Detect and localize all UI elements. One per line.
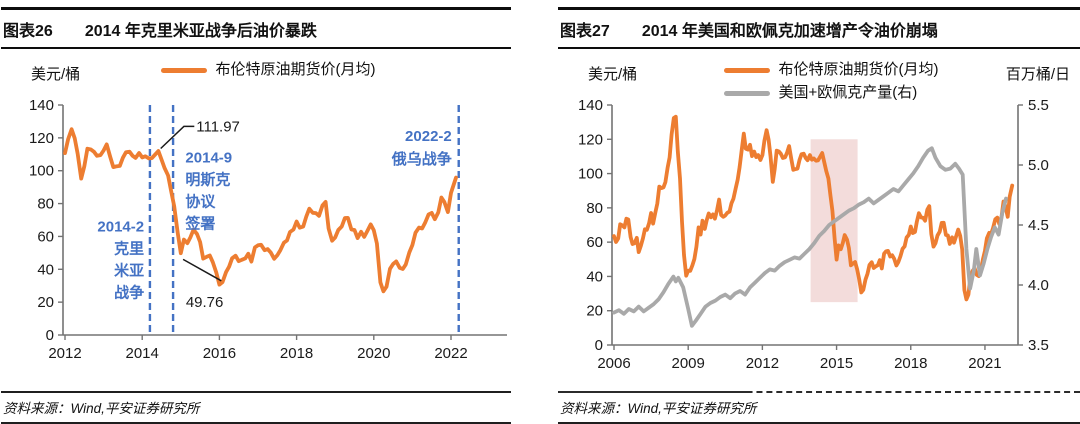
y-axis-tick-label: 0 — [595, 337, 603, 354]
series-line — [63, 127, 458, 294]
production-line-swatch — [723, 90, 770, 96]
figure-27-panel: 图表27 2014 年美国和欧佩克加速增产令油价崩塌 美元/桶 百万桶/日 布伦… — [558, 7, 1080, 424]
y-axis-tick-label: 20 — [37, 294, 54, 311]
figure-27-titlebar: 图表27 2014 年美国和欧佩克加速增产令油价崩塌 — [558, 7, 1080, 49]
y-axis-tick-label: 140 — [578, 97, 603, 114]
x-axis-tick-label: 2012 — [48, 345, 81, 362]
x-axis-tick-label: 2012 — [746, 355, 779, 371]
x-axis-tick-label: 2022 — [434, 345, 467, 362]
legend-label-production: 美国+欧佩克产量(右) — [778, 84, 918, 101]
figure-27-source-note: 资料来源：Wind,平安证券研究所 — [558, 391, 1080, 424]
legend-label-brent: 布伦特原油期货价(月均) — [778, 61, 939, 78]
figure-27-header: 美元/桶 百万桶/日 布伦特原油期货价(月均) 美国+欧佩克产量(右) — [558, 61, 1080, 113]
y-axis-unit-left: 美元/桶 — [31, 66, 81, 83]
chart-annotation: 战争 — [114, 284, 144, 302]
y-axis-tick-label: 120 — [29, 130, 54, 147]
chart-annotation: 克里 — [114, 240, 144, 258]
figure-27-legend: 布伦特原油期货价(月均) 美国+欧佩克产量(右) — [723, 61, 939, 102]
y-axis-right-tick-label: 5.0 — [1028, 157, 1049, 174]
chart-annotation: 明斯克 — [185, 171, 230, 189]
y-axis-tick-label: 20 — [586, 303, 603, 320]
figure-26-label: 图表26 — [3, 23, 53, 40]
figure-26-title: 2014 年克里米亚战争后油价暴跌 — [84, 23, 317, 40]
figure-26-legend: 布伦特原油期货价(月均) — [160, 61, 376, 79]
figure-27-label: 图表27 — [560, 23, 610, 40]
brent-line-swatch — [160, 67, 207, 73]
x-axis-tick-label: 2009 — [672, 355, 705, 371]
y-axis-tick-label: 80 — [586, 200, 603, 217]
y-axis-tick-label: 40 — [37, 261, 54, 278]
y-axis-right-tick-label: 5.5 — [1028, 97, 1049, 114]
figure-27-chart-area: 美元/桶 百万桶/日 布伦特原油期货价(月均) 美国+欧佩克产量(右) 0 20 4… — [558, 49, 1080, 390]
annotation-leader-line — [182, 258, 222, 282]
figure-27-title: 2014 年美国和欧佩克加速增产令油价崩塌 — [641, 23, 938, 40]
x-axis-tick-label: 2016 — [203, 345, 236, 362]
y-axis-tick-label: 0 — [46, 327, 54, 344]
y-axis-unit-left: 美元/桶 — [588, 66, 638, 83]
y-axis-tick-label: 60 — [586, 234, 603, 251]
figure-26-chart-area: 美元/桶 布伦特原油期货价(月均) 0 20 40 60 80 100 120 140 2012… — [1, 49, 511, 390]
chart-annotation: 111.97 — [196, 118, 240, 135]
y-axis-tick-label: 140 — [29, 97, 54, 114]
legend-item-brent: 布伦特原油期货价(月均) — [160, 61, 376, 79]
y-axis-tick-label: 40 — [586, 268, 603, 285]
chart-annotation: 49.76 — [186, 294, 224, 311]
y-axis-tick-label: 60 — [37, 228, 54, 245]
series-line — [612, 114, 1015, 302]
y-axis-right-tick-label: 3.5 — [1028, 337, 1049, 354]
y-axis-tick-label: 100 — [578, 166, 603, 183]
y-axis-unit-right: 百万桶/日 — [1005, 66, 1070, 83]
brent-line-swatch — [723, 67, 770, 73]
y-axis-tick-label: 100 — [29, 163, 54, 180]
chart-annotation: 签署 — [184, 215, 215, 233]
y-axis-right-tick-label: 4.0 — [1028, 277, 1049, 294]
legend-label-brent: 布伦特原油期货价(月均) — [215, 61, 376, 78]
x-axis-tick-label: 2021 — [968, 355, 1001, 371]
chart-annotation: 2014-2 — [97, 219, 144, 236]
series-line — [612, 146, 1008, 328]
y-axis-tick-label: 80 — [37, 196, 54, 213]
brent-price-vs-production-chart: 0 20 40 60 80 100 120 140 3.5 4.0 4.5 5.0 5.5 2006 200… — [578, 97, 1049, 371]
chart-annotation: 米亚 — [114, 262, 144, 280]
chart-annotation: 2014-9 — [185, 150, 232, 167]
chart-annotation: 俄乌战争 — [391, 150, 452, 168]
y-axis-right-tick-label: 4.5 — [1028, 217, 1049, 234]
x-axis-tick-label: 2020 — [357, 345, 390, 362]
y-axis-tick-label: 120 — [578, 131, 603, 148]
x-axis-tick-label: 2006 — [597, 355, 630, 371]
brent-price-crimea-chart: 0 20 40 60 80 100 120 140 2012 2014 2016 2018 2020 20… — [29, 97, 507, 362]
figure-26-panel: 图表26 2014 年克里米亚战争后油价暴跌 美元/桶 布伦特原油期货价(月均)… — [1, 7, 511, 424]
x-axis-tick-label: 2018 — [280, 345, 313, 362]
figure-26-header: 美元/桶 布伦特原油期货价(月均) — [1, 61, 511, 113]
x-axis-tick-label: 2014 — [126, 345, 159, 362]
chart-annotation: 协议 — [185, 193, 216, 211]
chart-annotation: 2022-2 — [405, 128, 452, 145]
legend-item-brent: 布伦特原油期货价(月均) — [723, 61, 939, 79]
figure-26-titlebar: 图表26 2014 年克里米亚战争后油价暴跌 — [1, 7, 511, 49]
figure-26-source-note: 资料来源：Wind,平安证券研究所 — [1, 391, 511, 424]
x-axis-tick-label: 2015 — [820, 355, 853, 371]
annotation-leader-line — [160, 125, 195, 150]
x-axis-tick-label: 2018 — [894, 355, 927, 371]
legend-item-production: 美国+欧佩克产量(右) — [723, 84, 918, 102]
